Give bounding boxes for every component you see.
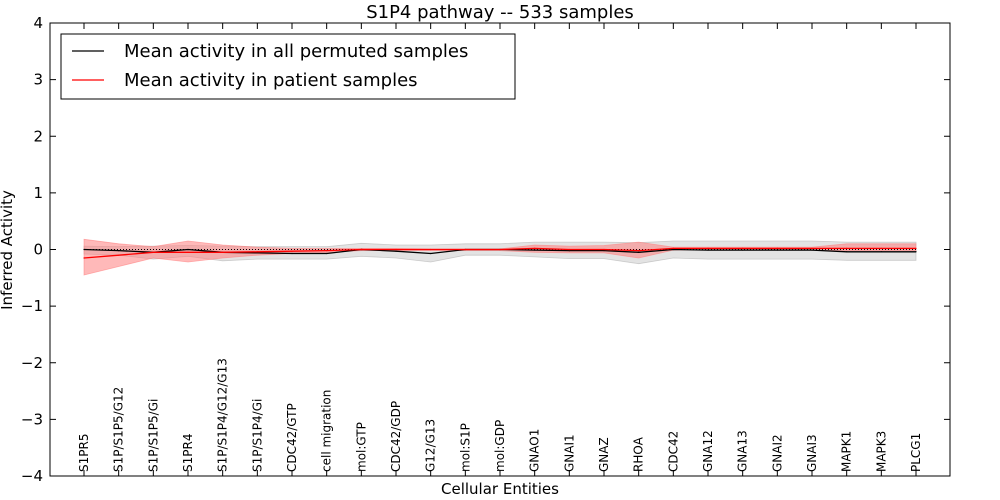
data-point-permuted	[534, 249, 536, 251]
y-tick-label: −2	[21, 354, 43, 372]
data-point-permuted	[603, 250, 605, 252]
x-tick-label: GNAI2	[770, 434, 784, 472]
x-tick-label: CDC42/GTP	[285, 403, 299, 472]
x-axis: S1PR5 S1P/S1P5/G12 S1P/S1P5/Gi S1PR4 S1P/S1P…	[77, 23, 923, 476]
data-point-permuted	[742, 249, 744, 251]
x-tick-label: G12/G13	[424, 419, 438, 472]
y-tick-label: 0	[33, 241, 43, 259]
data-point-patient	[152, 251, 154, 253]
legend: Mean activity in all permuted samples Me…	[60, 33, 516, 100]
x-tick-label: mol:GTP	[354, 422, 368, 472]
data-point-patient	[222, 251, 224, 253]
data-point-permuted	[291, 252, 293, 255]
data-point-patient	[915, 247, 917, 249]
x-tick-label: GNA12	[701, 430, 715, 472]
data-point-permuted	[776, 249, 778, 251]
y-tick-label: 1	[33, 184, 43, 202]
x-tick-label: GNAZ	[597, 437, 611, 472]
data-point-permuted	[395, 250, 397, 252]
data-point-permuted	[83, 248, 85, 251]
legend-label-permuted: Mean activity in all permuted samples	[124, 41, 468, 62]
data-point-permuted	[430, 252, 432, 255]
data-point-permuted	[915, 251, 917, 253]
x-tick-label: S1P/S1P4/G12/G13	[216, 358, 230, 472]
x-tick-label: GNAO1	[528, 429, 542, 472]
data-point-permuted	[326, 252, 328, 255]
data-point-patient	[638, 250, 640, 252]
y-tick-label: 3	[33, 71, 43, 89]
data-point-permuted	[187, 248, 189, 251]
x-tick-label: mol:GDP	[493, 420, 507, 472]
y-tick-label: −4	[21, 467, 43, 485]
x-tick-label: RHOA	[632, 436, 646, 472]
x-tick-label: S1PR5	[77, 434, 91, 472]
data-point-patient	[464, 248, 466, 251]
data-point-permuted	[707, 249, 709, 251]
data-point-patient	[534, 247, 536, 249]
x-tick-label: cell migration	[320, 390, 334, 472]
x-tick-label: MAPK1	[840, 431, 854, 472]
data-point-permuted	[118, 250, 120, 252]
data-point-patient	[83, 257, 85, 259]
x-tick-label: S1P/S1P5/Gi	[146, 399, 160, 472]
data-point-patient	[291, 250, 293, 252]
plot-area	[83, 238, 917, 276]
data-point-patient	[672, 247, 674, 249]
x-tick-label: PLCG1	[909, 433, 923, 472]
x-tick-label: MAPK3	[874, 431, 888, 472]
data-point-patient	[603, 248, 605, 251]
x-tick-label: GNAI3	[805, 434, 819, 472]
y-tick-label: −1	[21, 297, 43, 315]
data-point-patient	[707, 247, 709, 249]
x-tick-label: GNA13	[736, 430, 750, 472]
legend-label-patient: Mean activity in patient samples	[124, 70, 418, 91]
confidence-band-permuted	[83, 240, 917, 265]
data-point-patient	[430, 248, 432, 251]
data-point-permuted	[256, 252, 258, 254]
data-point-patient	[395, 248, 397, 251]
y-tick-label: 4	[33, 14, 43, 32]
data-point-patient	[118, 254, 120, 256]
data-point-patient	[846, 247, 848, 249]
legend-box	[60, 33, 516, 100]
data-point-patient	[187, 251, 189, 253]
data-point-patient	[568, 248, 570, 251]
chart-title: S1P4 pathway -- 533 samples	[366, 2, 634, 23]
y-axis: 4 3 2 1 0 −1 −2 −3 −4	[21, 14, 950, 485]
data-point-permuted	[846, 251, 848, 253]
data-point-permuted	[672, 248, 674, 251]
data-point-patient	[811, 247, 813, 249]
y-axis-label: Inferred Activity	[0, 190, 16, 310]
data-point-patient	[326, 250, 328, 252]
data-point-patient	[776, 247, 778, 249]
x-axis-label: Cellular Entities	[441, 480, 559, 498]
x-tick-label: S1P/S1P5/G12	[112, 387, 126, 472]
data-point-permuted	[568, 250, 570, 252]
x-tick-label: GNAI1	[562, 434, 576, 472]
x-tick-label: CDC42/GDP	[389, 401, 403, 472]
x-tick-label: S1P/S1P4/Gi	[250, 399, 264, 472]
data-point-permuted	[811, 249, 813, 251]
x-tick-label: CDC42	[666, 431, 680, 472]
y-tick-label: 2	[33, 127, 43, 145]
data-point-patient	[360, 248, 362, 251]
y-tick-label: −3	[21, 410, 43, 428]
data-point-permuted	[638, 251, 640, 253]
data-point-patient	[256, 251, 258, 253]
x-tick-label: S1PR4	[181, 434, 195, 472]
x-tick-label: mol:S1P	[458, 423, 472, 472]
data-point-patient	[742, 247, 744, 249]
data-point-patient	[499, 248, 501, 251]
data-point-permuted	[880, 251, 882, 253]
data-point-patient	[880, 247, 882, 249]
